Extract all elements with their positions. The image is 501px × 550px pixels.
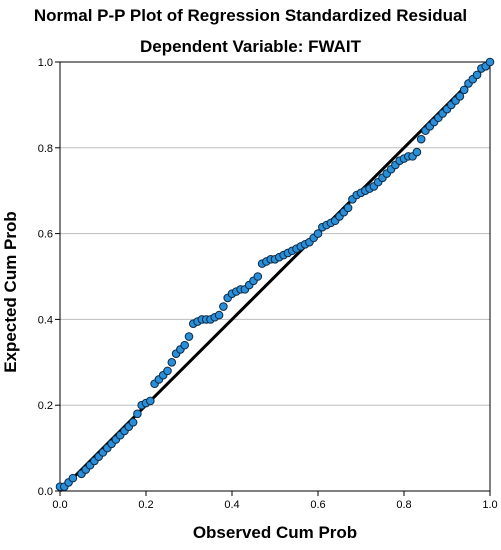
x-tick-label-4: 0.8 (396, 499, 411, 511)
data-point-0-25 (167, 358, 177, 367)
data-point-0-16 (128, 418, 138, 427)
x-tick-label-2: 0.4 (224, 499, 239, 511)
chart-subtitle: Dependent Variable: FWAIT (139, 37, 362, 56)
data-point-0-37 (219, 302, 228, 311)
data-point-0-3 (68, 473, 78, 483)
x-tick-label-0: 0.0 (52, 499, 67, 511)
data-point-0-29 (184, 332, 194, 341)
data-point-0-20 (146, 396, 155, 406)
data-point-0-17 (133, 409, 142, 419)
data-point-0-82 (412, 147, 422, 157)
x-tick-label-1: 0.2 (138, 499, 153, 511)
y-tick-label-4: 0.8 (38, 143, 53, 155)
data-point-0-36 (214, 310, 224, 320)
data-point-0-24 (163, 366, 172, 376)
data-point-0-96 (472, 70, 482, 80)
y-tick-label-3: 0.6 (38, 229, 53, 241)
x-axis-label: Observed Cum Prob (192, 523, 358, 542)
y-tick-label-1: 0.2 (38, 400, 53, 412)
y-tick-label-5: 1.0 (38, 57, 53, 69)
data-point-0-83 (416, 134, 426, 144)
y-axis-label: Expected Cum Prob (1, 211, 20, 373)
data-point-0-45 (253, 272, 263, 281)
data-point-0-66 (343, 203, 353, 213)
y-tick-label-2: 0.4 (38, 314, 53, 326)
chart-title: Normal P-P Plot of Regression Standardiz… (33, 6, 468, 25)
data-point-0-99 (485, 57, 495, 67)
data-point-0-93 (459, 85, 469, 95)
x-tick-label-3: 0.6 (310, 499, 325, 511)
x-tick-label-5: 1.0 (482, 499, 497, 511)
data-point-0-59 (313, 229, 323, 238)
data-point-0-28 (180, 340, 189, 350)
y-tick-label-0: 0.0 (38, 486, 53, 498)
plot-frame (59, 61, 491, 492)
data-point-0-92 (455, 92, 465, 101)
